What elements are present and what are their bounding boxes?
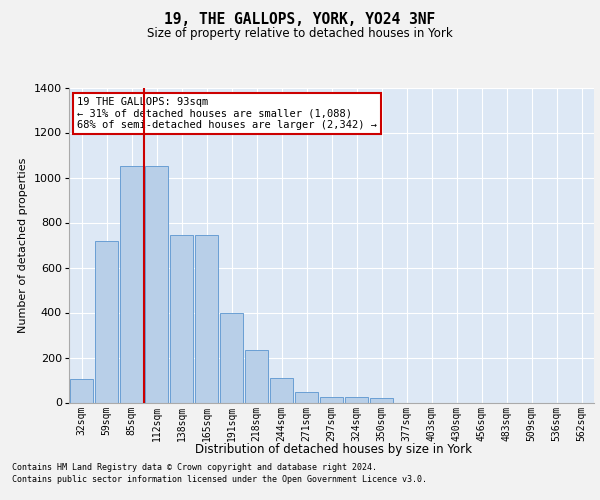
Bar — [345, 397, 368, 402]
Text: Contains HM Land Registry data © Crown copyright and database right 2024.: Contains HM Land Registry data © Crown c… — [12, 462, 377, 471]
Bar — [70, 379, 93, 402]
Text: Contains public sector information licensed under the Open Government Licence v3: Contains public sector information licen… — [12, 475, 427, 484]
Text: Size of property relative to detached houses in York: Size of property relative to detached ho… — [147, 28, 453, 40]
Text: 19, THE GALLOPS, YORK, YO24 3NF: 19, THE GALLOPS, YORK, YO24 3NF — [164, 12, 436, 28]
Bar — [295, 392, 318, 402]
Bar — [245, 350, 268, 403]
Bar — [320, 397, 343, 402]
Text: Distribution of detached houses by size in York: Distribution of detached houses by size … — [194, 442, 472, 456]
Bar — [220, 312, 243, 402]
Bar — [95, 240, 118, 402]
Bar — [120, 166, 143, 402]
Bar — [195, 235, 218, 402]
Bar — [370, 398, 393, 402]
Bar — [170, 235, 193, 402]
Y-axis label: Number of detached properties: Number of detached properties — [19, 158, 28, 332]
Bar — [145, 166, 168, 402]
Text: 19 THE GALLOPS: 93sqm
← 31% of detached houses are smaller (1,088)
68% of semi-d: 19 THE GALLOPS: 93sqm ← 31% of detached … — [77, 97, 377, 130]
Bar — [270, 378, 293, 402]
